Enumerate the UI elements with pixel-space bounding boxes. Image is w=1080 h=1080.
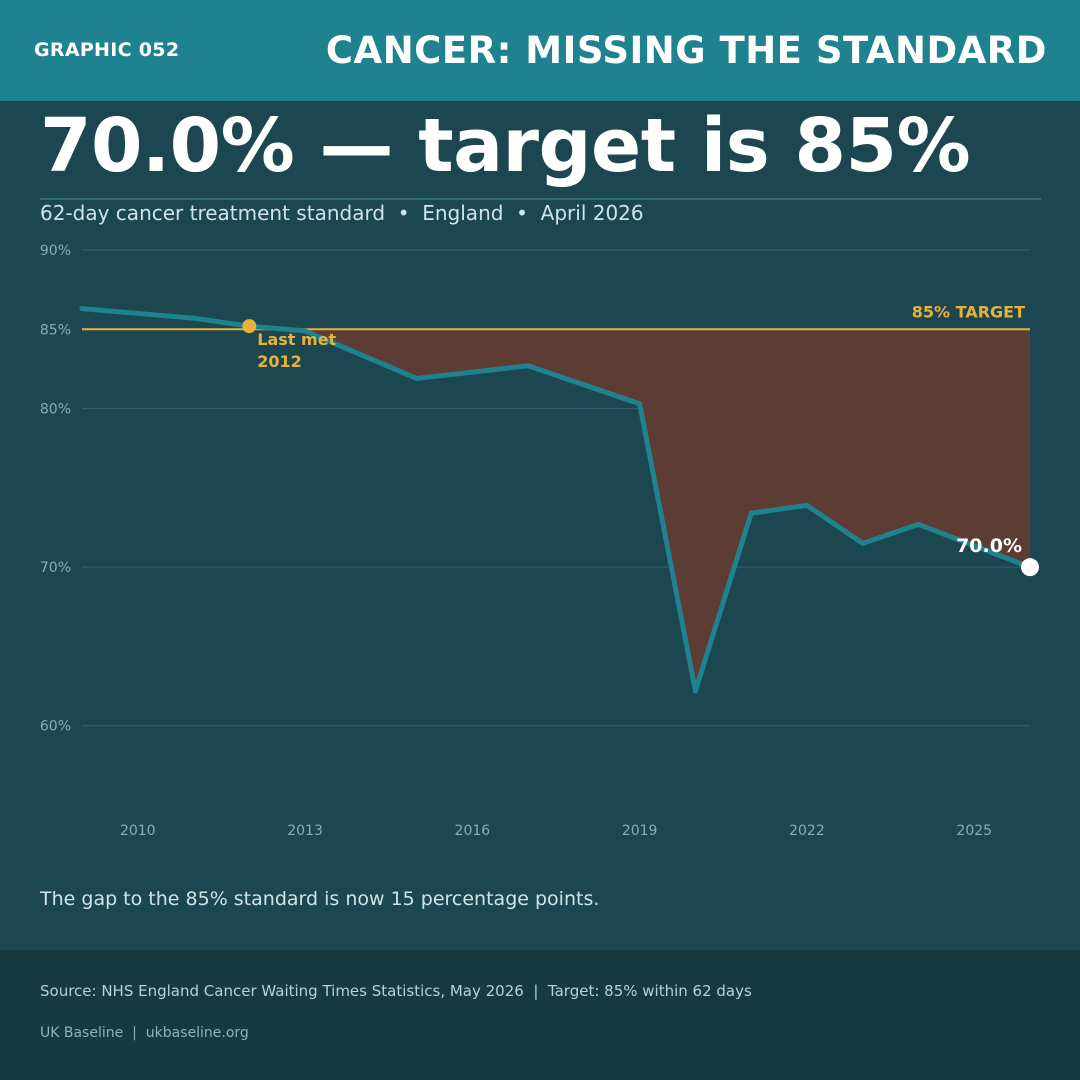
gap-note: The gap to the 85% standard is now 15 pe… xyxy=(40,888,600,910)
annotation-label-line1: Last met xyxy=(257,330,336,349)
last-met-marker xyxy=(242,319,257,334)
data-point-2015 xyxy=(414,375,420,381)
target-label: 85% TARGET xyxy=(912,302,1025,321)
data-point-2018 xyxy=(581,382,587,388)
x-tick-label: 2016 xyxy=(455,823,491,839)
subtitle: 62-day cancer treatment standard • Engla… xyxy=(40,201,644,225)
latest-value-label: 70.0% xyxy=(956,535,1022,557)
data-point-2011 xyxy=(191,315,197,321)
data-point-2023 xyxy=(860,540,866,546)
data-point-2020 xyxy=(692,688,698,694)
data-point-2016 xyxy=(469,369,475,375)
line-chart: 90% 85% 80% 70% 60% 2010 2013 2016 2019 2022 2025… xyxy=(40,243,1039,839)
x-tick-label: 2013 xyxy=(287,823,323,839)
x-tick-label: 2010 xyxy=(120,823,156,839)
annotation-label-line2: 2012 xyxy=(257,352,302,371)
data-point-2017 xyxy=(525,363,531,369)
y-tick-label: 60% xyxy=(40,719,71,735)
gap-area xyxy=(286,329,1030,691)
latest-value-marker xyxy=(1021,558,1039,577)
graphic-number: GRAPHIC 052 xyxy=(34,39,180,61)
y-tick-label: 90% xyxy=(40,243,71,259)
data-point-2009 xyxy=(79,306,85,312)
y-tick-label: 85% xyxy=(40,322,71,338)
data-point-2021 xyxy=(748,510,754,516)
headline: 70.0% — target is 85% xyxy=(40,103,971,189)
x-tick-label: 2019 xyxy=(622,823,658,839)
x-tick-label: 2025 xyxy=(956,823,992,839)
data-point-2010 xyxy=(135,310,141,316)
data-point-2013 xyxy=(302,328,308,334)
y-tick-label: 80% xyxy=(40,402,71,418)
header-bar: GRAPHIC 052 CANCER: MISSING THE STANDARD xyxy=(0,0,1080,101)
brand-text: UK Baseline | ukbaseline.org xyxy=(40,1025,249,1041)
y-tick-label: 70% xyxy=(40,560,71,576)
data-point-2014 xyxy=(358,352,364,358)
footer: Source: NHS England Cancer Waiting Times… xyxy=(0,950,1080,1080)
data-point-2019 xyxy=(637,401,643,407)
data-point-2022 xyxy=(804,502,810,508)
data-point-2024 xyxy=(915,521,921,527)
source-text: Source: NHS England Cancer Waiting Times… xyxy=(40,982,752,1000)
x-tick-label: 2022 xyxy=(789,823,825,839)
divider xyxy=(40,198,1041,200)
header-title: CANCER: MISSING THE STANDARD xyxy=(325,29,1047,72)
